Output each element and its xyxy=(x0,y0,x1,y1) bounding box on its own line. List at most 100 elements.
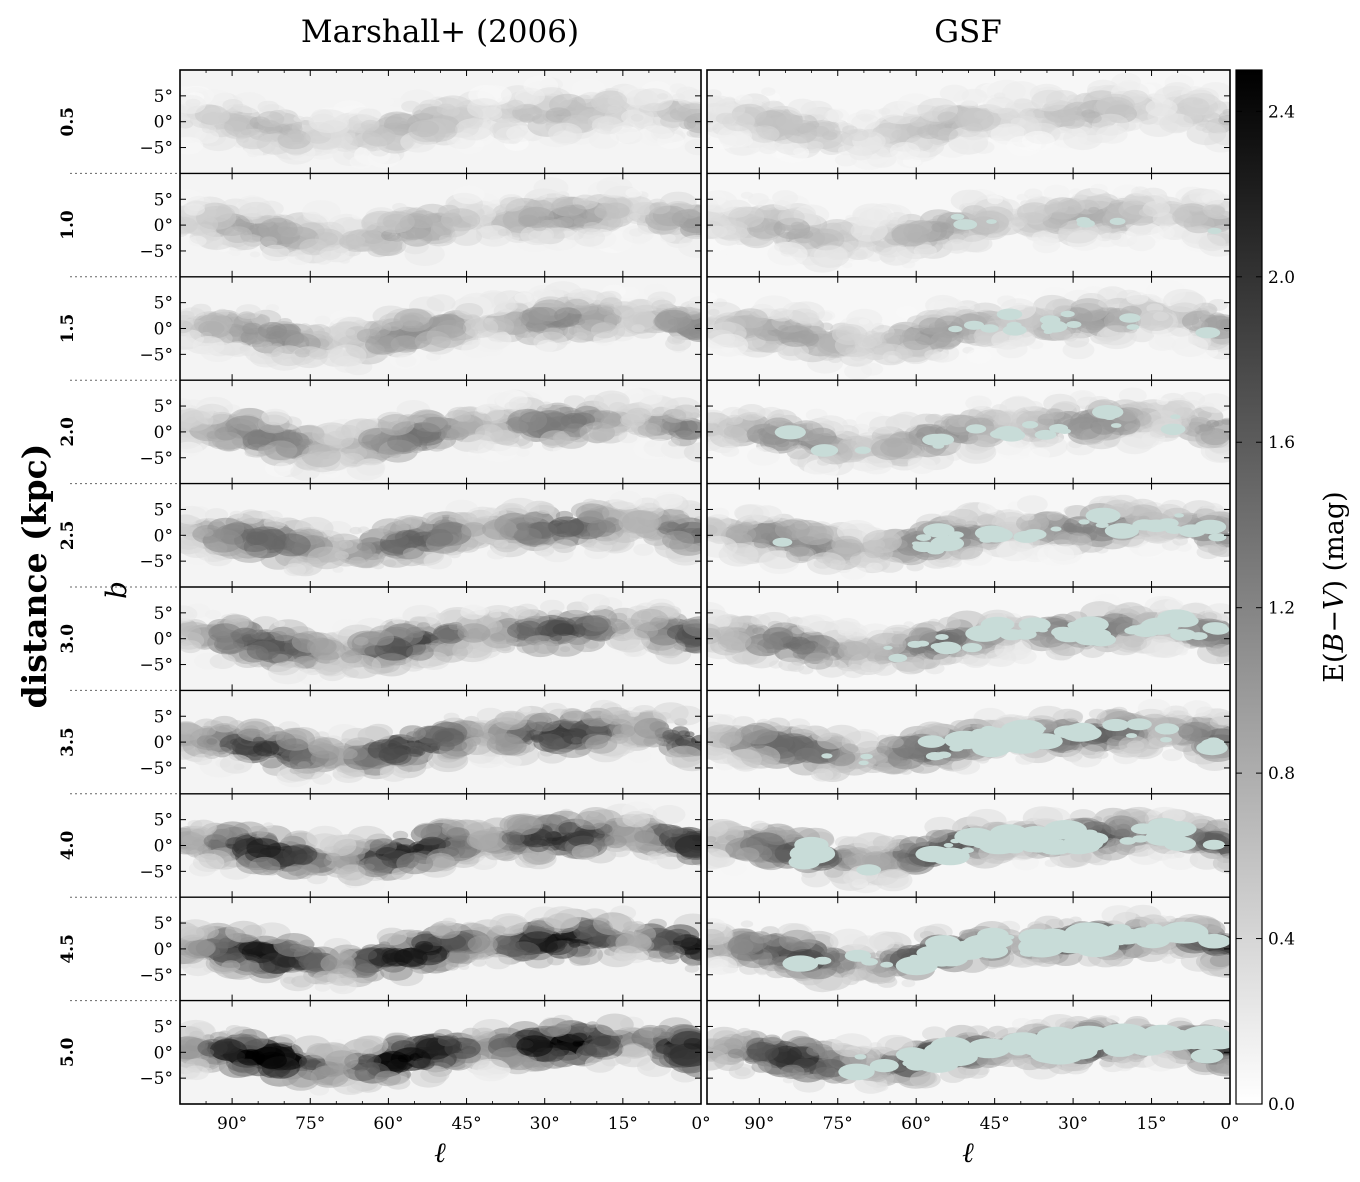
extinction-cloud xyxy=(310,750,339,767)
extinction-cloud xyxy=(954,108,994,132)
extinction-cloud xyxy=(442,917,457,926)
extinction-cloud xyxy=(672,404,700,421)
extinction-cloud xyxy=(758,143,778,155)
extinction-cloud xyxy=(263,516,286,530)
extinction-cloud xyxy=(412,843,425,851)
column-title-marshall: Marshall+ (2006) xyxy=(301,14,579,50)
extinction-cloud xyxy=(607,104,623,114)
extinction-cloud xyxy=(329,344,367,367)
extinction-cloud xyxy=(446,827,470,841)
extinction-cloud xyxy=(1084,113,1102,124)
extinction-cloud xyxy=(357,108,382,123)
extinction-cloud xyxy=(229,510,244,519)
extinction-cloud xyxy=(595,1013,634,1036)
extinction-cloud xyxy=(1096,125,1128,144)
extinction-cloud xyxy=(683,112,701,134)
extinction-cloud xyxy=(181,625,202,638)
extinction-cloud xyxy=(188,235,207,247)
extinction-cloud xyxy=(206,738,218,745)
extinction-cloud xyxy=(185,98,201,108)
extinction-cloud xyxy=(320,953,356,975)
extinction-cloud xyxy=(363,863,375,871)
extinction-cloud xyxy=(291,547,304,554)
extinction-cloud xyxy=(1031,89,1068,112)
extinction-cloud xyxy=(787,98,817,116)
extinction-cloud xyxy=(584,640,599,649)
extinction-cloud xyxy=(879,246,913,266)
extinction-cloud xyxy=(244,448,259,457)
extinction-cloud xyxy=(377,414,415,436)
extinction-cloud xyxy=(667,522,679,529)
extinction-cloud xyxy=(200,107,230,125)
extinction-cloud xyxy=(180,136,204,155)
extinction-cloud xyxy=(410,120,440,138)
extinction-cloud xyxy=(683,1038,701,1050)
extinction-cloud xyxy=(1010,117,1027,127)
extinction-cloud xyxy=(639,1061,656,1071)
extinction-cloud xyxy=(362,126,396,147)
extinction-cloud xyxy=(397,1054,412,1063)
extinction-cloud xyxy=(355,963,377,976)
extinction-cloud xyxy=(621,510,662,534)
extinction-cloud xyxy=(248,825,269,838)
extinction-cloud xyxy=(190,303,212,316)
extinction-cloud xyxy=(247,334,265,345)
extinction-cloud xyxy=(275,727,315,751)
extinction-cloud xyxy=(997,107,1019,120)
extinction-cloud xyxy=(472,958,487,967)
extinction-cloud xyxy=(401,100,421,113)
extinction-cloud xyxy=(198,202,233,223)
extinction-cloud xyxy=(575,503,610,524)
extinction-cloud xyxy=(567,831,594,847)
extinction-cloud xyxy=(260,236,278,247)
extinction-cloud xyxy=(540,219,555,228)
extinction-cloud xyxy=(1108,232,1122,241)
extinction-cloud xyxy=(1032,236,1061,254)
extinction-cloud xyxy=(219,754,253,774)
extinction-cloud xyxy=(332,771,344,779)
extinction-cloud xyxy=(438,840,451,848)
extinction-cloud xyxy=(634,830,657,844)
extinction-cloud xyxy=(261,244,290,262)
extinction-cloud xyxy=(225,1025,243,1035)
extinction-cloud xyxy=(878,107,891,115)
extinction-cloud xyxy=(519,113,536,123)
extinction-cloud xyxy=(490,429,516,445)
extinction-cloud xyxy=(471,1058,511,1082)
extinction-cloud xyxy=(386,533,409,547)
extinction-cloud xyxy=(625,187,642,198)
extinction-cloud xyxy=(637,422,662,437)
extinction-cloud xyxy=(293,853,313,866)
extinction-cloud xyxy=(407,210,439,229)
extinction-cloud xyxy=(192,336,225,355)
extinction-cloud xyxy=(226,1050,246,1062)
extinction-cloud xyxy=(360,119,380,131)
extinction-cloud xyxy=(514,87,545,106)
extinction-cloud xyxy=(237,311,256,322)
extinction-cloud xyxy=(573,332,588,341)
extinction-cloud xyxy=(673,514,691,525)
extinction-cloud xyxy=(603,314,622,325)
extinction-cloud xyxy=(560,214,585,229)
extinction-cloud xyxy=(250,629,268,640)
extinction-cloud xyxy=(189,849,200,856)
extinction-cloud xyxy=(673,643,686,650)
extinction-cloud xyxy=(436,103,456,115)
extinction-cloud xyxy=(937,111,959,124)
extinction-cloud xyxy=(238,941,263,956)
extinction-cloud xyxy=(458,963,470,971)
extinction-cloud xyxy=(662,530,695,550)
extinction-cloud xyxy=(822,131,838,141)
extinction-cloud xyxy=(552,446,565,454)
extinction-cloud xyxy=(252,736,265,744)
extinction-cloud xyxy=(462,317,499,338)
extinction-cloud xyxy=(1218,115,1230,126)
extinction-cloud xyxy=(1131,186,1149,197)
extinction-cloud xyxy=(659,944,685,960)
extinction-cloud xyxy=(674,420,701,440)
extinction-cloud xyxy=(206,430,221,439)
y-axis-label: b xyxy=(100,581,133,599)
extinction-cloud xyxy=(596,176,633,198)
extinction-cloud xyxy=(521,307,551,324)
extinction-cloud xyxy=(660,233,676,243)
